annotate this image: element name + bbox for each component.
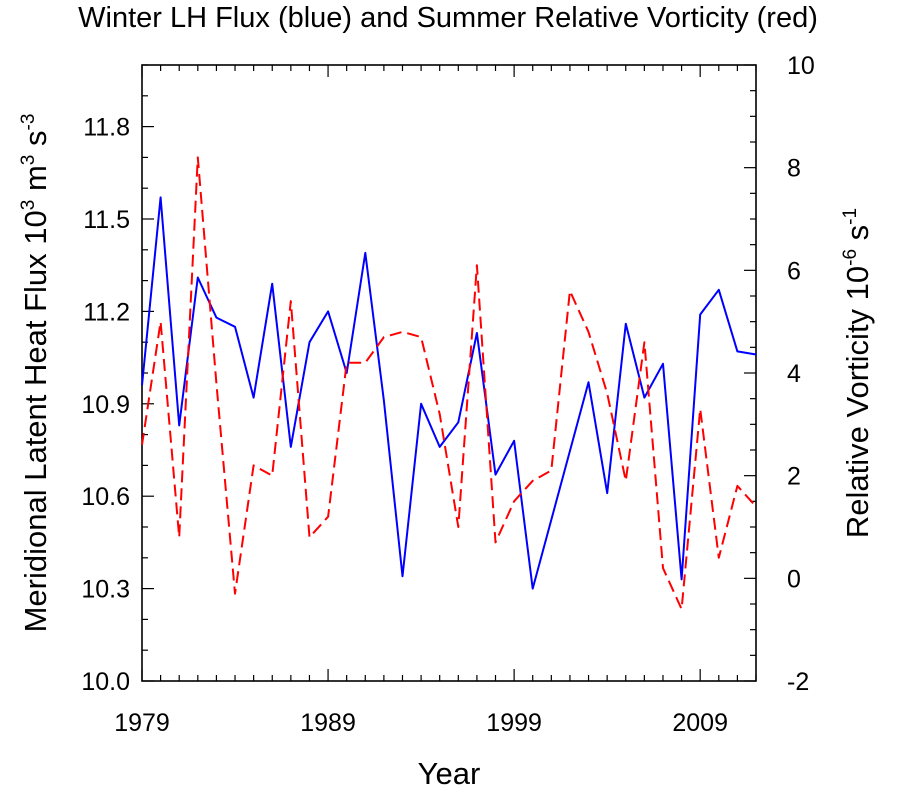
y-right-label-superscript: -1 bbox=[840, 208, 861, 225]
plot-area: 1979 1989 1999 2009 10.0 10.3 10.6 10.9 11.2 11.5… bbox=[81, 52, 814, 737]
y-left-label-text: s bbox=[18, 131, 53, 155]
y-right-tick-label: 10 bbox=[787, 52, 815, 80]
y-left-tick-label: 10.6 bbox=[81, 483, 130, 511]
y-left-tick-label: 11.8 bbox=[83, 114, 130, 142]
y-left-tick-label: 10.0 bbox=[81, 668, 130, 696]
x-axis-label: Year bbox=[418, 756, 481, 789]
y-axis-left-label: Meridional Latent Heat Flux 103 m3 s-3 bbox=[18, 114, 53, 633]
y-right-tick-label: 0 bbox=[787, 565, 801, 593]
chart-title: Winter LH Flux (blue) and Summer Relativ… bbox=[78, 2, 818, 34]
y-left-label-superscript: 3 bbox=[18, 155, 39, 166]
y-left-label-superscript: -3 bbox=[18, 114, 39, 131]
y-left-tick-label: 11.2 bbox=[83, 298, 130, 326]
y-right-tick-label: 6 bbox=[787, 257, 801, 285]
series-line-blue bbox=[141, 196, 757, 590]
y-axis-right-label: Relative Vorticity 10-6 s-1 bbox=[840, 208, 875, 538]
x-tick-label: 1999 bbox=[486, 709, 542, 737]
y-right-label-text: s bbox=[840, 225, 875, 249]
y-left-tick-label: 10.3 bbox=[81, 576, 130, 604]
y-left-label-text: Meridional Latent Heat Flux 10 bbox=[18, 210, 53, 632]
y-right-tick-label: 8 bbox=[787, 155, 801, 183]
y-left-tick-label: 11.5 bbox=[83, 206, 130, 234]
x-tick-label: 2009 bbox=[672, 709, 728, 737]
y-right-tick-label: 2 bbox=[787, 463, 801, 491]
x-tick-label: 1989 bbox=[300, 709, 356, 737]
x-tick-label: 1979 bbox=[114, 709, 170, 737]
y-right-label-text: Relative Vorticity 10 bbox=[840, 266, 875, 538]
y-left-label-superscript: 3 bbox=[18, 200, 39, 211]
y-right-tick-label: 4 bbox=[787, 360, 801, 388]
y-left-label-text: m bbox=[18, 165, 53, 199]
y-right-label-superscript: -6 bbox=[840, 249, 861, 266]
y-left-tick-label: 10.9 bbox=[81, 391, 130, 419]
series-line-red bbox=[141, 156, 757, 611]
y-right-tick-label: -2 bbox=[787, 668, 809, 696]
